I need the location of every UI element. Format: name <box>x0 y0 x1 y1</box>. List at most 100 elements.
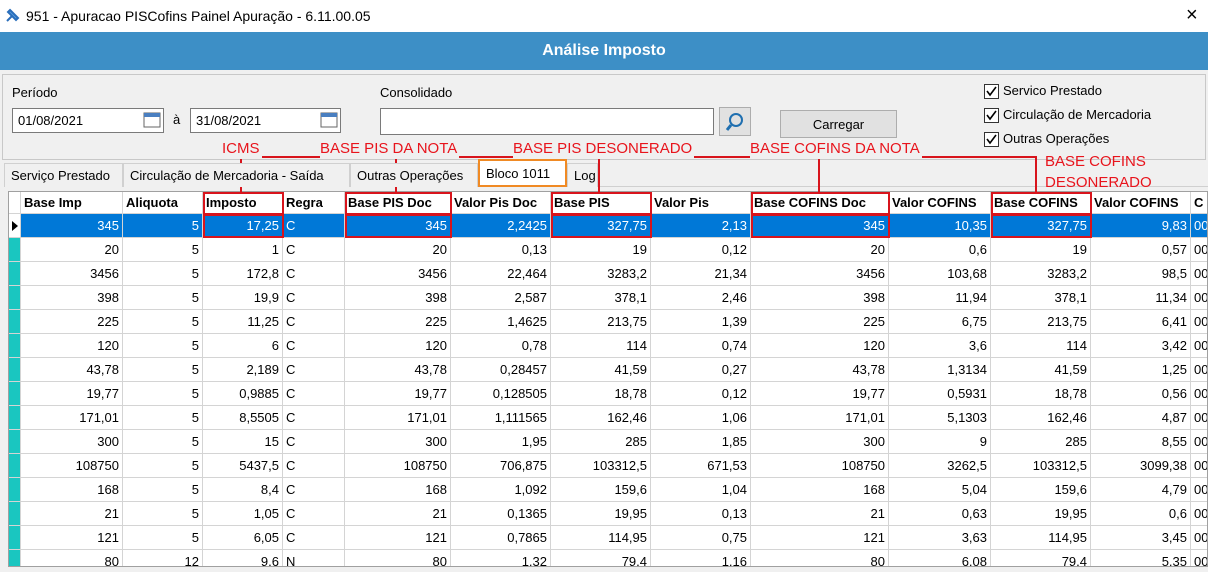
cell: 225 <box>345 310 451 334</box>
row-indicator <box>9 430 21 454</box>
search-icon <box>725 113 743 131</box>
cell: 103312,5 <box>991 454 1091 478</box>
checkbox-label: Servico Prestado <box>1003 83 1102 98</box>
cell: 159,6 <box>551 478 651 502</box>
tab[interactable]: Outras Operações <box>350 163 478 187</box>
cell: 6,41 <box>1091 310 1191 334</box>
connector-line <box>818 156 820 192</box>
cell: 0,57 <box>1091 238 1191 262</box>
cell: 159,6 <box>991 478 1091 502</box>
cell: 19 <box>551 238 651 262</box>
cell: 171,01 <box>751 406 889 430</box>
cell: 398 <box>751 286 889 310</box>
cell: 11,94 <box>889 286 991 310</box>
cell: 5 <box>123 238 203 262</box>
cell: 121 <box>21 526 123 550</box>
cell: 8,55 <box>1091 430 1191 454</box>
cell: 00 <box>1191 502 1207 526</box>
cell: C <box>283 382 345 406</box>
column-header: Valor COFINS <box>889 192 991 214</box>
cell: 0,27 <box>651 358 751 382</box>
period-label: Período <box>12 85 58 100</box>
cell: 1,39 <box>651 310 751 334</box>
cell: 0,28457 <box>451 358 551 382</box>
cell: 43,78 <box>751 358 889 382</box>
calendar-icon[interactable] <box>143 111 161 129</box>
cell: 5 <box>123 262 203 286</box>
cell: 19,77 <box>751 382 889 406</box>
cell: 5437,5 <box>203 454 283 478</box>
cell: 1,092 <box>451 478 551 502</box>
cell: 2,46 <box>651 286 751 310</box>
cell: 12 <box>123 550 203 566</box>
tab[interactable]: Log <box>567 163 598 187</box>
cell: 20 <box>751 238 889 262</box>
cell: 1,85 <box>651 430 751 454</box>
cell: 103312,5 <box>551 454 651 478</box>
cell: 6 <box>203 334 283 358</box>
highlight-box <box>551 214 652 238</box>
row-indicator <box>9 478 21 502</box>
title-bar: 951 - Apuracao PISCofins Painel Apuração… <box>0 0 1208 32</box>
cell: 5,1303 <box>889 406 991 430</box>
cell: 398 <box>21 286 123 310</box>
cell: 378,1 <box>991 286 1091 310</box>
data-grid: Base Imp Aliquota Imposto Regra Base PIS Doc… <box>8 191 1208 567</box>
search-button[interactable] <box>719 107 751 136</box>
checkbox[interactable] <box>984 132 999 147</box>
cell: 21 <box>751 502 889 526</box>
cell: 43,78 <box>345 358 451 382</box>
cell: 21 <box>21 502 123 526</box>
cell: 121 <box>751 526 889 550</box>
cell: 79,4 <box>551 550 651 566</box>
load-button[interactable]: Carregar <box>780 110 897 138</box>
cell: 20 <box>21 238 123 262</box>
cell: 2,587 <box>451 286 551 310</box>
cell: 41,59 <box>551 358 651 382</box>
cell: 19,77 <box>345 382 451 406</box>
cell: C <box>283 478 345 502</box>
cell: 9,83 <box>1091 214 1191 238</box>
cell: 0,13 <box>651 502 751 526</box>
cell: 378,1 <box>551 286 651 310</box>
checkbox[interactable] <box>984 84 999 99</box>
checkbox[interactable] <box>984 108 999 123</box>
cell: 00 <box>1191 286 1207 310</box>
cell: 1 <box>203 238 283 262</box>
cell: 300 <box>345 430 451 454</box>
cell: 1,32 <box>451 550 551 566</box>
check-mark <box>986 86 997 97</box>
cell: 0,13 <box>451 238 551 262</box>
cell: 3099,38 <box>1091 454 1191 478</box>
highlight-box <box>751 192 890 215</box>
row-indicator <box>9 382 21 406</box>
header: Análise Imposto <box>0 32 1208 70</box>
cell: 300 <box>751 430 889 454</box>
cell: 1,16 <box>651 550 751 566</box>
end-date[interactable]: 31/08/2021 <box>190 108 341 133</box>
cell: 171,01 <box>345 406 451 430</box>
cell: 21 <box>345 502 451 526</box>
cell: 22,464 <box>451 262 551 286</box>
tab[interactable]: Circulação de Mercadoria - Saída <box>123 163 350 187</box>
tab[interactable]: Serviço Prestado <box>4 163 123 187</box>
close-button[interactable]: × <box>1186 4 1198 26</box>
annotation: ICMS <box>222 138 262 159</box>
date-separator: à <box>173 112 181 127</box>
cell: C <box>283 238 345 262</box>
cell: 0,7865 <box>451 526 551 550</box>
cell: 9 <box>889 430 991 454</box>
tab[interactable]: Bloco 1011 <box>478 159 567 187</box>
cell: 120 <box>345 334 451 358</box>
checkbox-label: Circulação de Mercadoria <box>1003 107 1152 122</box>
cell: C <box>283 310 345 334</box>
cell: C <box>283 334 345 358</box>
cell: 345 <box>21 214 123 238</box>
start-date[interactable]: 01/08/2021 <box>12 108 164 133</box>
cell: C <box>283 358 345 382</box>
header-title: Análise Imposto <box>542 42 666 59</box>
calendar-icon[interactable] <box>320 111 338 129</box>
consolidated-input[interactable] <box>380 108 714 135</box>
cell: 20 <box>345 238 451 262</box>
cell: 98,5 <box>1091 262 1191 286</box>
